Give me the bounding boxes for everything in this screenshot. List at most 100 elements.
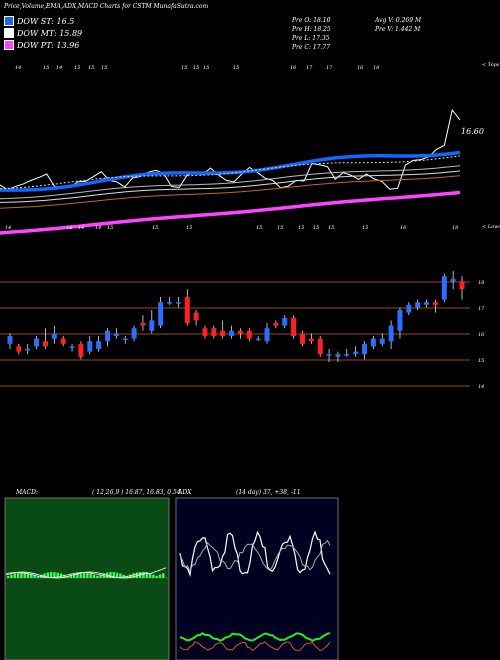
ema-long-line: [0, 175, 461, 209]
top-tick-label: 16: [290, 65, 297, 71]
macd-histogram-bar: [112, 572, 115, 578]
candle-body: [237, 330, 243, 334]
macd-histogram-bar: [7, 576, 10, 578]
price-axis-label: 18: [478, 280, 484, 286]
low-tick-label: 15: [328, 225, 334, 231]
ema-short-line: [0, 150, 461, 192]
legend-dow-pt: DOW PT: 13.96: [4, 40, 79, 50]
candle-body: [299, 333, 305, 344]
low-tick-label: 15: [256, 225, 262, 231]
low-tick-label: 14: [5, 225, 11, 231]
macd-histogram-bar: [122, 574, 125, 578]
candle-body: [246, 330, 252, 339]
macd-histogram-bar: [109, 572, 112, 578]
top-tick-label: 15: [43, 65, 49, 71]
candle-body: [202, 328, 208, 336]
legend-dow-mt: DOW MT: 15.89: [4, 28, 82, 38]
candle-body: [16, 346, 22, 352]
legend-swatch-mt: [4, 28, 14, 38]
macd-histogram-bar: [79, 572, 82, 578]
low-tick-label: 14: [66, 225, 72, 231]
top-tick-label: 15: [101, 65, 107, 71]
candle-body: [149, 320, 155, 331]
macd-histogram-bar: [99, 574, 102, 578]
legend-dow-st: DOW ST: 16.5: [4, 16, 74, 26]
ema-mid2-line: [0, 170, 461, 203]
candle-body: [78, 343, 84, 357]
macd-histogram-bar: [89, 573, 92, 578]
candle-body: [424, 302, 430, 305]
last-price-label: 16.60: [461, 127, 484, 136]
macd-histogram-bar: [96, 575, 99, 578]
macd-panel: [4, 497, 170, 660]
candle-body: [282, 317, 288, 326]
lows-label: < Lows: [482, 224, 500, 230]
macd-histogram-bar: [49, 572, 53, 578]
top-tick-label: 15: [88, 65, 94, 71]
candle-body: [25, 349, 31, 351]
price-line: [0, 108, 461, 191]
top-tick-label: 14: [15, 65, 21, 71]
candle-body: [344, 354, 350, 356]
candle-body: [104, 330, 110, 342]
candle-body: [69, 346, 75, 348]
macd-histogram-bar: [10, 574, 13, 578]
macd-histogram-bar: [23, 572, 26, 578]
macd-histogram-bar: [162, 573, 165, 578]
candle-body: [308, 338, 314, 342]
macd-histogram-bar: [145, 572, 148, 578]
macd-histogram-bar: [33, 574, 36, 578]
macd-histogram-bar: [158, 574, 162, 578]
candle-body: [264, 328, 270, 342]
candle-body: [388, 325, 394, 342]
price-axis-label: 17: [478, 306, 485, 312]
ema-dotted-line: [0, 155, 461, 190]
macd-histogram-bar: [152, 574, 155, 578]
macd-histogram-bar: [36, 575, 40, 578]
stat-high: Pre H: 18.25: [292, 26, 331, 33]
low-tick-label: 15: [313, 225, 319, 231]
legend-swatch-pt: [4, 40, 14, 50]
tops-label: < Tops: [482, 62, 500, 68]
legend-label-mt: DOW MT: 15.89: [17, 28, 83, 38]
top-tick-label: 16: [357, 65, 364, 71]
macd-histogram-bar: [66, 575, 69, 578]
candle-body: [353, 351, 359, 355]
candle-body: [397, 310, 403, 331]
legend-swatch-st: [4, 16, 14, 26]
low-tick-label: 16: [400, 225, 407, 231]
top-tick-label: 18: [373, 65, 379, 71]
low-tick-label: 15: [298, 225, 304, 231]
stat-avg-volume: Avg V: 0.269 M: [375, 17, 422, 24]
top-tick-label: 17: [306, 65, 313, 71]
candle-body: [42, 341, 48, 347]
candle-body: [184, 297, 190, 323]
candle-body: [175, 302, 181, 304]
macd-histogram-bar: [69, 574, 73, 578]
macd-histogram-bar: [53, 572, 56, 578]
top-tick-label: 15: [203, 65, 209, 71]
macd-histogram-bar: [92, 574, 96, 578]
candle-body: [255, 338, 261, 341]
macd-histogram-bar: [125, 575, 129, 578]
candle-body: [450, 278, 456, 282]
adx-line: [179, 632, 331, 642]
macd-histogram-bar: [59, 573, 63, 578]
candle-body: [291, 317, 297, 336]
candle-body: [362, 343, 368, 355]
low-tick-label: 18: [452, 225, 458, 231]
candle-body: [432, 302, 438, 305]
candle-body: [370, 338, 376, 347]
candle-body: [193, 312, 199, 321]
macd-histogram-bar: [43, 573, 46, 578]
macd-histogram-bar: [119, 573, 122, 578]
candle-body: [459, 281, 465, 290]
candle-body: [326, 354, 332, 356]
macd-histogram-bar: [63, 574, 66, 578]
candle-body: [273, 323, 279, 326]
macd-histogram-bar: [129, 574, 132, 578]
price-axis-label: 15: [478, 358, 484, 364]
top-tick-label: 15: [181, 65, 187, 71]
adx-plus-di-line: [179, 530, 331, 578]
